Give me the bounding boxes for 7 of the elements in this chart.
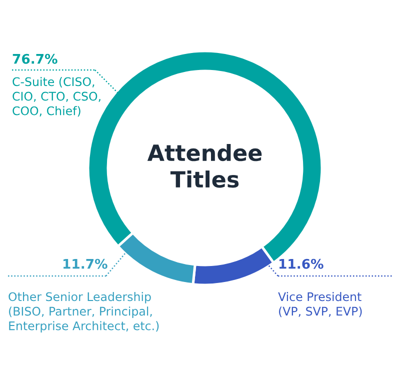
slice-label: Vice President (VP, SVP, EVP) [278, 292, 362, 318]
slice-label: C-Suite (CISO, CIO, CTO, CSO, COO, Chief) [12, 77, 100, 117]
data-label: 11.6% [279, 258, 324, 269]
slice-label: Other Senior Leadership (BISO, Partner, Principal, Enterprise Architect, etc.) [8, 292, 159, 333]
data-label: 11.7% [63, 258, 108, 269]
data-label: 76.7% [12, 54, 58, 64]
text: Attendee Titles [147, 144, 262, 188]
